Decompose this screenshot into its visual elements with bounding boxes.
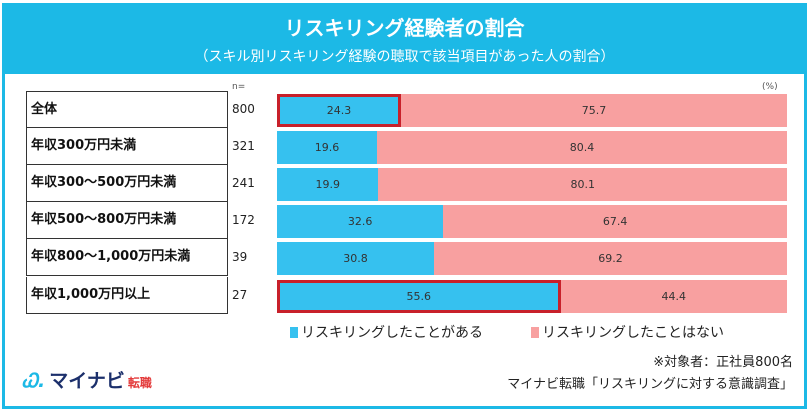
table-row: 年収300～500万円未満 241 [26, 165, 786, 203]
data-label: 30.8 [343, 252, 368, 266]
n-value: 39 [232, 250, 248, 265]
category-label: 年収300万円未満 [26, 128, 228, 166]
logo-mark-icon: Ꮗ. [22, 370, 46, 392]
chart-subtitle: （スキル別リスキリング経験の聴取で該当項目があった人の割合） [194, 49, 615, 65]
table-row: 年収500～800万円未満 172 [26, 202, 786, 240]
chart-title: リスキリング経験者の割合 [284, 16, 525, 40]
bar-segment-yes: 24.3 [277, 94, 401, 127]
unit-label: (%) [762, 82, 778, 92]
bar-segment-no: 69.2 [434, 242, 787, 276]
legend-swatch-yes [290, 327, 298, 338]
legend-label-no: リスキリングしたことはない [542, 325, 724, 341]
n-value: 27 [232, 287, 248, 302]
bar-segment-yes: 30.8 [277, 242, 435, 276]
data-label: 44.4 [661, 289, 687, 303]
category-label: 年収800～1,000万円未満 [26, 239, 228, 277]
n-header: n= [232, 82, 246, 92]
bar-segment-no: 80.4 [376, 131, 787, 165]
n-value: 800 [232, 102, 255, 116]
data-label: 75.7 [581, 104, 607, 117]
data-label: 55.6 [406, 289, 432, 303]
bar-area: 24.3 75.7 19.6 80.4 19.9 80.1 32.6 67.4 30.8 69.2… [277, 94, 787, 316]
n-value: 241 [232, 176, 255, 191]
bar-segment-no: 75.7 [400, 94, 787, 127]
target-note: ※対象者：正社員800名 [653, 355, 793, 370]
legend: リスキリングしたことがある リスキリングしたことはない [290, 322, 724, 342]
category-label: 年収1,000万円以上 [26, 276, 228, 314]
bar-segment-yes: 55.6 [277, 279, 561, 313]
legend-swatch-no [531, 327, 539, 338]
data-label: 19.6 [314, 141, 340, 155]
table-row: 年収1,000万円以上 27 [26, 276, 786, 314]
n-value: 321 [232, 139, 255, 154]
data-label: 19.9 [315, 178, 340, 192]
bar-segment-no: 67.4 [443, 205, 787, 239]
mynavi-logo: Ꮗ. マイナビ 転職 [22, 366, 152, 393]
footer-note: ※対象者：正社員800名 マイナビ転職「リスキリングに対する意識調査」 [507, 352, 793, 396]
bar-segment-yes: 19.9 [277, 168, 379, 202]
legend-item-no: リスキリングしたことはない [531, 322, 724, 342]
bar-segment-no: 80.1 [378, 168, 787, 202]
legend-label-yes: リスキリングしたことがある [301, 325, 483, 341]
category-label: 全体 [26, 91, 228, 128]
table-row: 年収800～1,000万円未満 39 [26, 239, 786, 277]
legend-item-yes: リスキリングしたことがある [290, 322, 483, 342]
category-label: 年収300～500万円未満 [26, 165, 228, 203]
logo-sub: 転職 [127, 376, 152, 390]
data-label: 80.1 [570, 178, 595, 192]
bar-segment-no: 44.4 [560, 279, 787, 313]
data-label: 32.6 [347, 215, 373, 229]
category-label: 年収500～800万円未満 [26, 202, 228, 240]
table-row: 年収300万円未満 321 [26, 128, 786, 166]
data-label: 69.2 [598, 252, 623, 266]
bar-segment-yes: 19.6 [277, 131, 377, 165]
logo-brand: マイナビ [49, 370, 125, 392]
bar-segment-yes: 32.6 [277, 205, 444, 239]
header-band: リスキリング経験者の割合 （スキル別リスキリング経験の聴取で該当項目があった人の… [5, 6, 804, 74]
source-note: マイナビ転職「リスキリングに対する意識調査」 [507, 377, 793, 392]
data-label: 24.3 [326, 104, 352, 117]
data-label: 80.4 [569, 141, 595, 155]
data-label: 67.4 [602, 215, 628, 229]
n-value: 172 [232, 213, 255, 228]
table-row: 全体 800 [26, 91, 786, 128]
